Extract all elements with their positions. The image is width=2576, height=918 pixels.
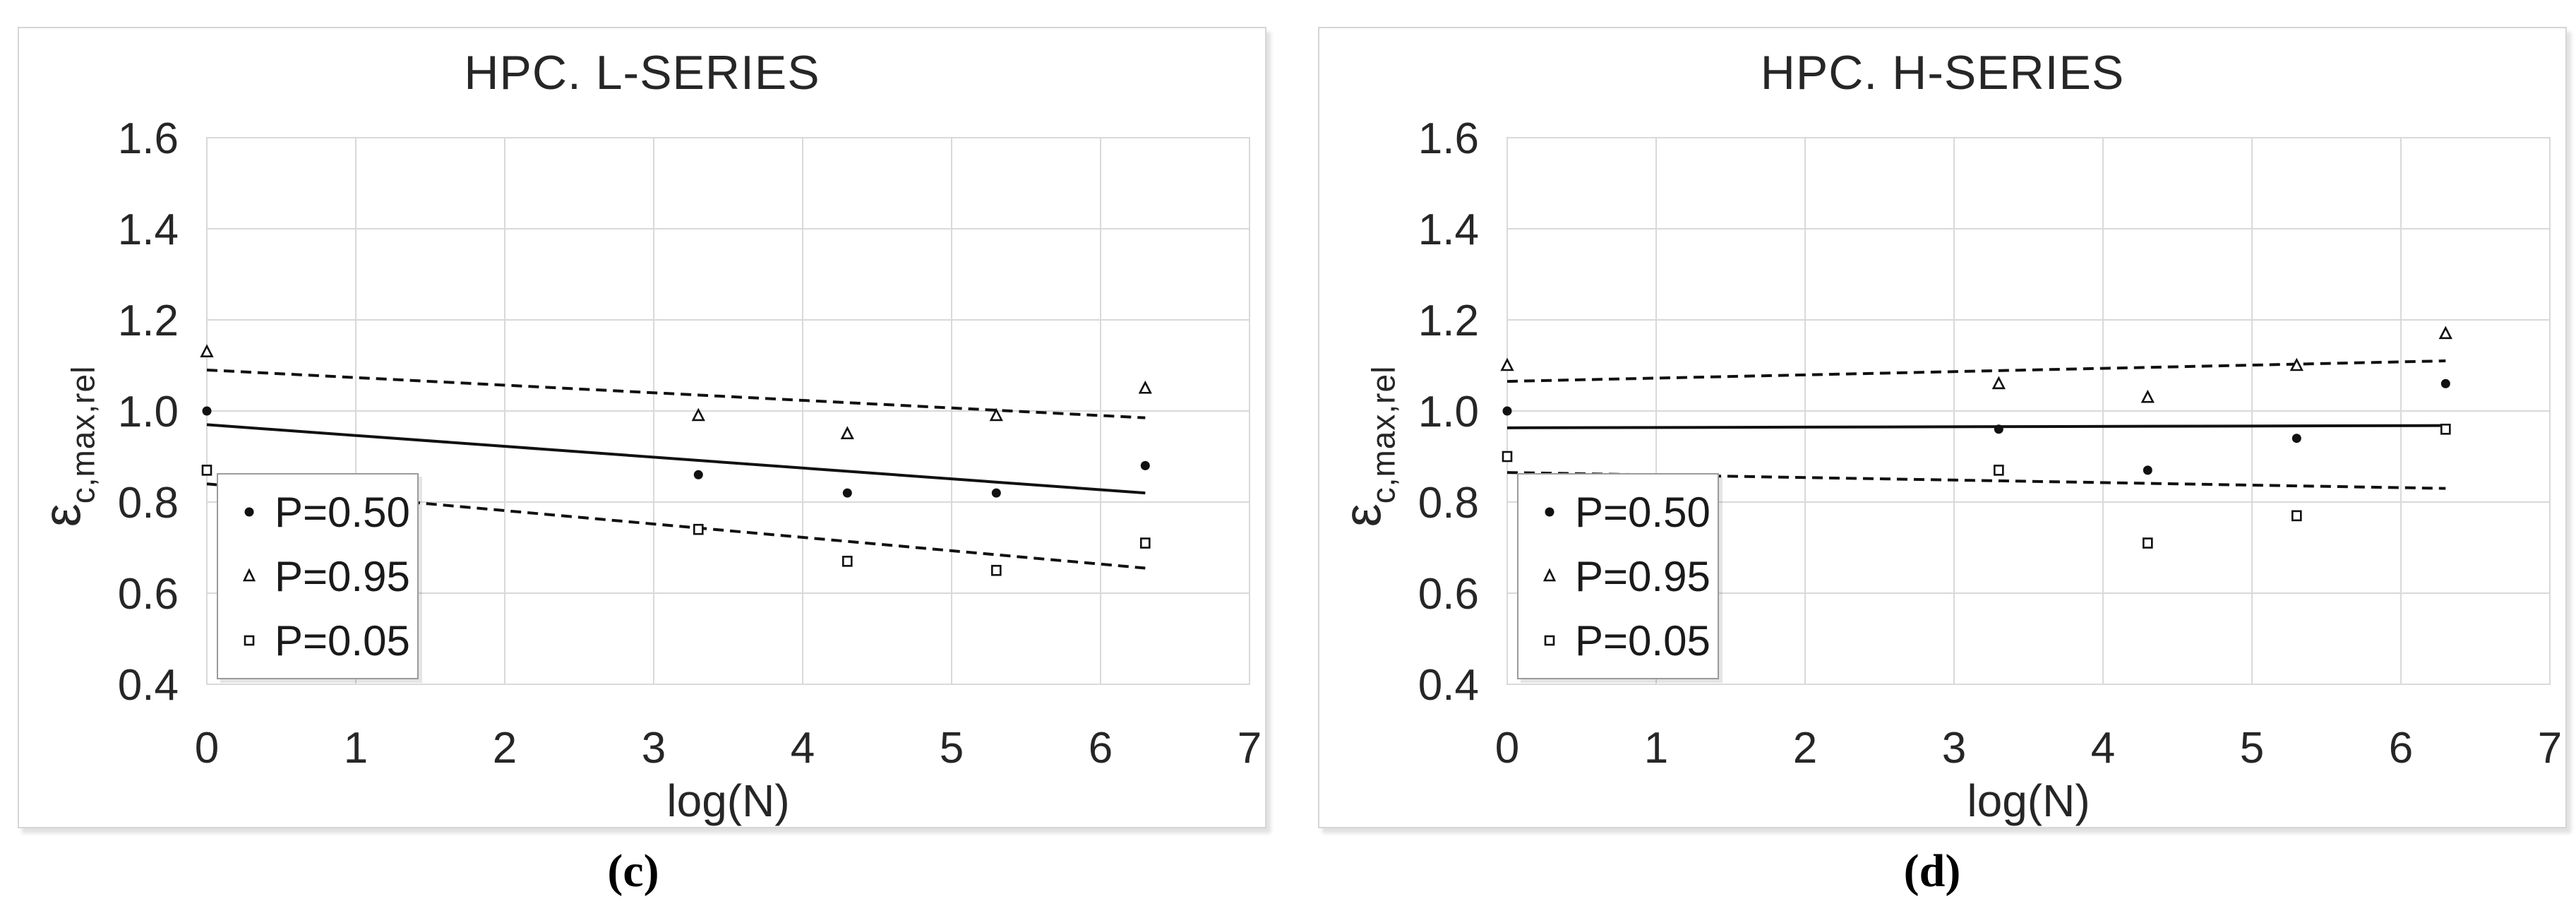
data-point-P=0.05 — [2292, 510, 2302, 522]
legend-box: P=0.50 P=0.95 P=0.05 — [217, 473, 419, 679]
data-point-P=0.95 — [1138, 380, 1152, 394]
filled-circle-icon — [234, 503, 265, 521]
data-point-P=0.95 — [2140, 389, 2155, 403]
y-tick-label: 1.4 — [1418, 205, 1479, 254]
x-tick-label: 5 — [940, 724, 964, 773]
data-point-P=0.50 — [2440, 378, 2450, 388]
x-tick-label: 5 — [2240, 724, 2264, 773]
y-tick-label: 1.2 — [118, 297, 179, 345]
data-point-P=0.05 — [2440, 423, 2451, 435]
y-tick-label: 0.4 — [118, 661, 179, 710]
data-point-P=0.05 — [1993, 465, 2004, 476]
caption-c: (c) — [607, 845, 659, 897]
legend-label: P=0.95 — [275, 552, 410, 600]
x-tick-label: 3 — [642, 724, 666, 773]
y-tick-label: 0.6 — [118, 570, 179, 619]
x-tick-label: 2 — [493, 724, 517, 773]
data-point-P=0.95 — [2289, 357, 2304, 371]
x-tick-label: 1 — [344, 724, 368, 773]
legend-box: P=0.50 P=0.95 P=0.05 — [1517, 473, 1719, 679]
y-tick-label: 1.0 — [118, 388, 179, 436]
data-point-P=0.95 — [840, 426, 854, 440]
data-point-P=0.50 — [2292, 434, 2301, 443]
data-point-P=0.50 — [1502, 406, 1512, 416]
x-tick-label: 2 — [1793, 724, 1817, 773]
data-point-P=0.95 — [1991, 376, 2006, 390]
caption-d: (d) — [1903, 845, 1961, 897]
chart-title: HPC. L-SERIES — [464, 46, 820, 100]
x-tick-label: 0 — [195, 724, 219, 773]
trendline-P=0.50 — [206, 423, 1146, 495]
legend-item: P=0.50 — [234, 481, 417, 543]
chart-panel-h-series: HPC. H-SERIES εc,max,rel 0 1 2 3 4 5 6 7 1.6 1.4 1… — [1318, 27, 2567, 828]
x-axis-label: log(N) — [1967, 775, 2090, 826]
data-point-P=0.05 — [1140, 537, 1151, 549]
data-point-P=0.50 — [842, 488, 852, 498]
data-point-P=0.50 — [1140, 460, 1150, 470]
legend-label: P=0.50 — [1575, 488, 1711, 536]
data-point-P=0.50 — [2143, 465, 2152, 475]
data-point-P=0.50 — [991, 488, 1001, 498]
y-tick-label: 1.6 — [1418, 114, 1479, 163]
trendline-P=0.95 — [206, 368, 1146, 419]
x-axis-label: log(N) — [666, 775, 789, 826]
data-point-P=0.50 — [1994, 424, 2003, 434]
x-tick-label: 3 — [1942, 724, 1966, 773]
y-tick-label: 0.6 — [1418, 570, 1479, 619]
y-tick-label: 1.0 — [1418, 388, 1479, 436]
data-point-P=0.05 — [991, 564, 1002, 576]
x-tick-label: 7 — [2538, 724, 2562, 773]
plot-svg: 0 1 2 3 4 5 6 7 1.6 1.4 1.2 1.0 0.8 0.6 0.4 log(N) — [118, 114, 1262, 826]
x-tick-label: 4 — [2091, 724, 2115, 773]
open-square-icon — [1534, 631, 1565, 650]
legend-item: P=0.95 — [234, 545, 417, 607]
data-point-P=0.95 — [2438, 326, 2452, 340]
data-point-P=0.05 — [2143, 537, 2153, 549]
x-tick-label: 0 — [1495, 724, 1519, 773]
data-point-P=0.05 — [842, 556, 853, 567]
y-tick-label: 0.4 — [1418, 661, 1479, 710]
y-tick-label: 0.8 — [1418, 479, 1479, 527]
open-square-icon — [234, 631, 265, 650]
chart-panel-l-series: HPC. L-SERIES εc,max,rel 0 1 2 3 4 5 6 7 1.6 1.4 1… — [18, 27, 1266, 828]
legend-label: P=0.50 — [275, 488, 410, 536]
data-point-P=0.95 — [691, 407, 705, 422]
data-point-P=0.05 — [1502, 451, 1513, 463]
data-point-P=0.50 — [693, 470, 703, 479]
open-triangle-icon — [1534, 567, 1565, 585]
data-point-P=0.50 — [202, 406, 212, 416]
x-tick-label: 6 — [1089, 724, 1113, 773]
y-tick-label: 1.2 — [1418, 297, 1479, 345]
filled-circle-icon — [1534, 503, 1565, 521]
trendline-P=0.50 — [1506, 424, 2446, 429]
trendline-P=0.95 — [1506, 359, 2446, 383]
legend-item: P=0.50 — [1534, 481, 1718, 543]
data-point-P=0.05 — [693, 523, 704, 535]
x-tick-label: 6 — [2389, 724, 2413, 773]
data-point-P=0.95 — [1500, 357, 1514, 371]
legend-label: P=0.05 — [1575, 616, 1711, 664]
data-point-P=0.95 — [989, 407, 1003, 422]
plot-svg: 0 1 2 3 4 5 6 7 1.6 1.4 1.2 1.0 0.8 0.6 0.4 log(N) — [1418, 114, 2562, 826]
legend-label: P=0.05 — [275, 616, 410, 664]
x-tick-label: 7 — [1238, 724, 1262, 773]
legend-item: P=0.05 — [234, 609, 417, 672]
y-tick-label: 0.8 — [118, 479, 179, 527]
y-tick-label: 1.6 — [118, 114, 179, 163]
legend-item: P=0.05 — [1534, 609, 1718, 672]
legend-item: P=0.95 — [1534, 545, 1718, 607]
chart-title: HPC. H-SERIES — [1760, 46, 2125, 100]
open-triangle-icon — [234, 567, 265, 585]
x-tick-label: 4 — [791, 724, 815, 773]
data-point-P=0.95 — [200, 344, 214, 357]
data-point-P=0.05 — [201, 465, 212, 476]
x-tick-label: 1 — [1644, 724, 1668, 773]
legend-label: P=0.95 — [1575, 552, 1711, 600]
y-tick-label: 1.4 — [118, 205, 179, 254]
